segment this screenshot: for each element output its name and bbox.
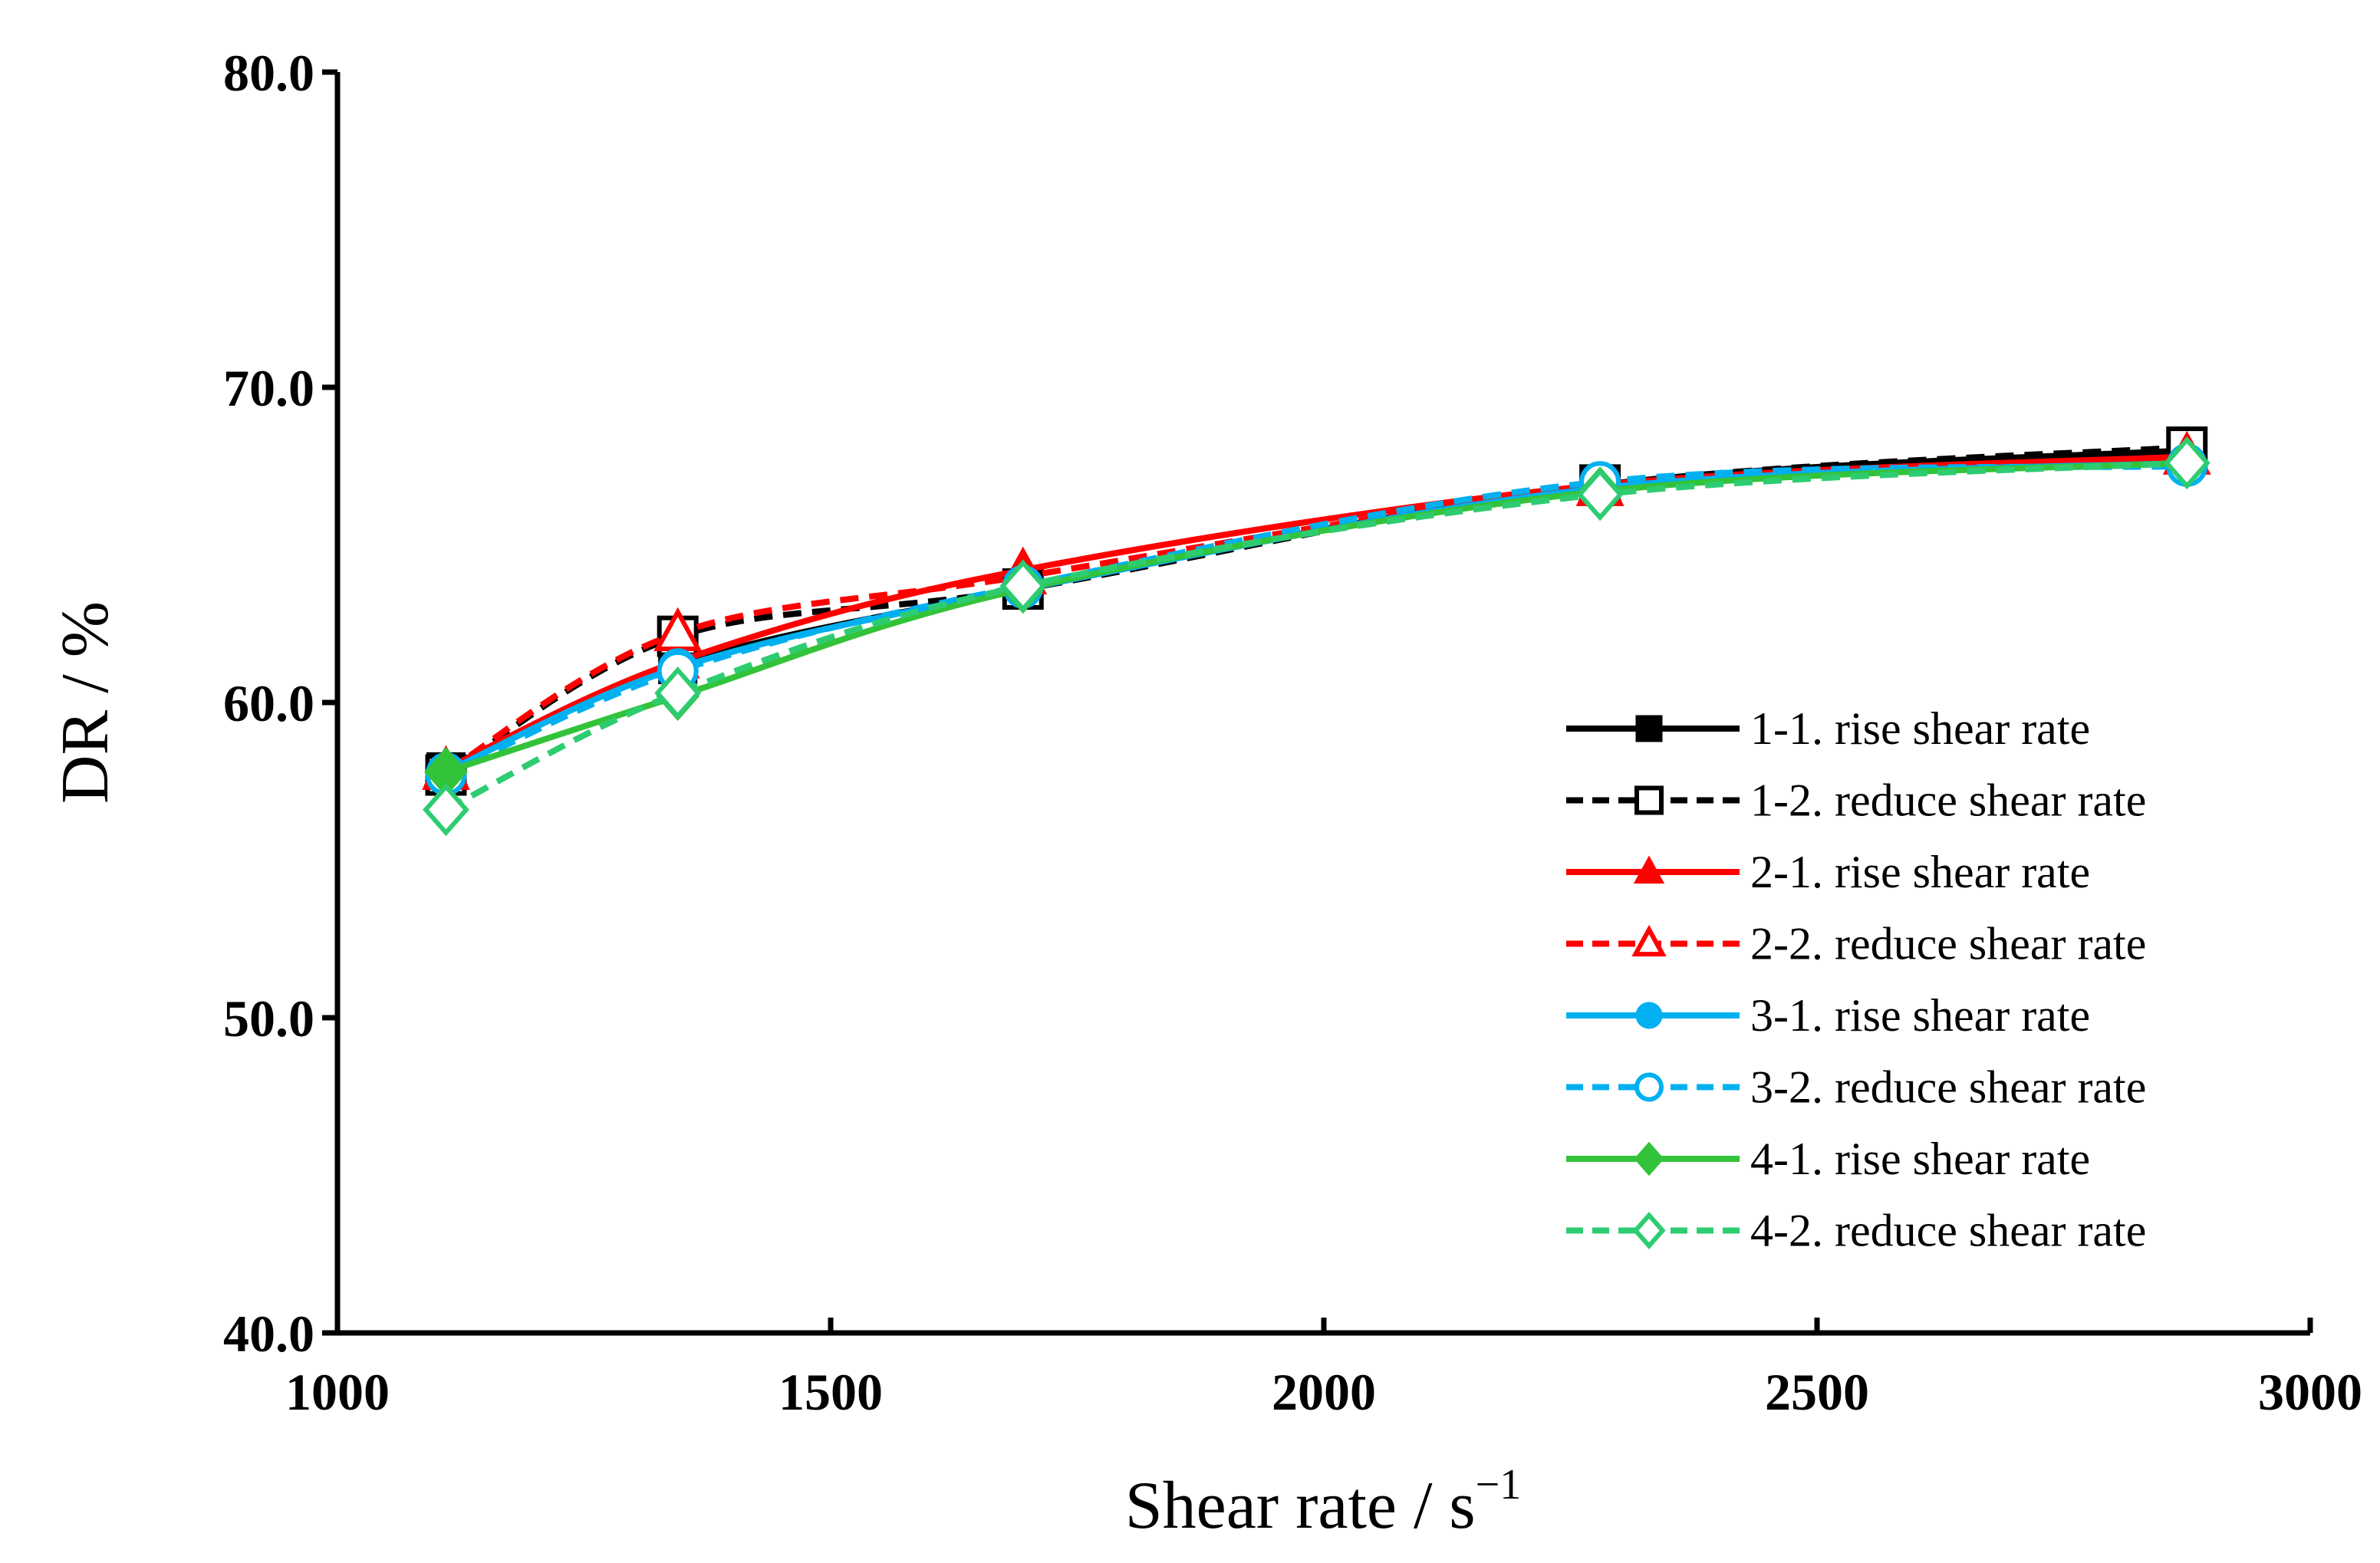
- x-tick-label: 3000: [2258, 1363, 2362, 1421]
- data-point: [2163, 436, 2210, 490]
- x-axis-title-main: Shear rate / s: [1125, 1469, 1476, 1543]
- legend-marker: [1634, 785, 1664, 815]
- legend-marker: [1632, 1211, 1666, 1250]
- x-ticks: 1000 1500 2000 2500 3000: [285, 1318, 2362, 1421]
- y-tick-label: 60.0: [223, 674, 314, 732]
- legend-item: 2-1. rise shear rate: [1566, 847, 2090, 897]
- x-axis-title-superscript: −1: [1476, 1461, 1522, 1509]
- legend-item: 1-1. rise shear rate: [1566, 703, 2090, 754]
- legend-marker: [1635, 715, 1663, 742]
- legend-marker: [1633, 855, 1665, 884]
- series-line: [444, 459, 2187, 813]
- series-layer: [421, 426, 2211, 837]
- data-point: [999, 559, 1047, 613]
- legend-marker: [1635, 1002, 1663, 1029]
- legend-label: 3-1. rise shear rate: [1750, 990, 2090, 1041]
- x-tick-label: 1000: [285, 1363, 390, 1421]
- legend-label: 1-2. reduce shear rate: [1750, 775, 2146, 826]
- legend-marker: [1634, 1141, 1664, 1176]
- series-line: [445, 459, 2187, 775]
- data-point: [654, 666, 702, 720]
- legend-label: 1-1. rise shear rate: [1750, 703, 2090, 754]
- y-tick-label: 40.0: [223, 1305, 314, 1363]
- y-tick-label: 80.0: [223, 44, 314, 102]
- legend-label: 2-2. reduce shear rate: [1750, 919, 2146, 969]
- legend-label: 4-2. reduce shear rate: [1750, 1206, 2146, 1256]
- y-tick-label: 50.0: [223, 989, 314, 1048]
- x-axis-title: Shear rate / s−1: [1125, 1461, 1522, 1543]
- legend-item: 4-2. reduce shear rate: [1566, 1206, 2146, 1256]
- legend: 1-1. rise shear rate 1-2. reduce shear ra…: [1566, 703, 2146, 1256]
- x-tick-label: 2000: [1272, 1363, 1376, 1421]
- legend-item: 3-1. rise shear rate: [1566, 990, 2090, 1041]
- legend-marker: [1634, 1072, 1664, 1102]
- x-tick-label: 2500: [1765, 1363, 1869, 1421]
- y-axis-title: DR / %: [48, 601, 123, 804]
- y-tick-label: 70.0: [223, 359, 314, 417]
- legend-label: 4-1. rise shear rate: [1750, 1134, 2090, 1184]
- legend-label: 2-1. rise shear rate: [1750, 847, 2090, 897]
- legend-item: 2-2. reduce shear rate: [1566, 919, 2146, 969]
- legend-item: 3-2. reduce shear rate: [1566, 1062, 2146, 1113]
- legend-item: 4-1. rise shear rate: [1566, 1134, 2090, 1184]
- x-tick-label: 1500: [779, 1363, 883, 1421]
- legend-label: 3-2. reduce shear rate: [1750, 1062, 2146, 1113]
- series-8: [423, 436, 2210, 837]
- data-point: [423, 783, 469, 837]
- legend-marker: [1631, 924, 1667, 957]
- legend-item: 1-2. reduce shear rate: [1566, 775, 2146, 826]
- y-ticks: 40.0 50.0 60.0 70.0 80.0: [223, 44, 337, 1363]
- data-point: [1576, 468, 1624, 522]
